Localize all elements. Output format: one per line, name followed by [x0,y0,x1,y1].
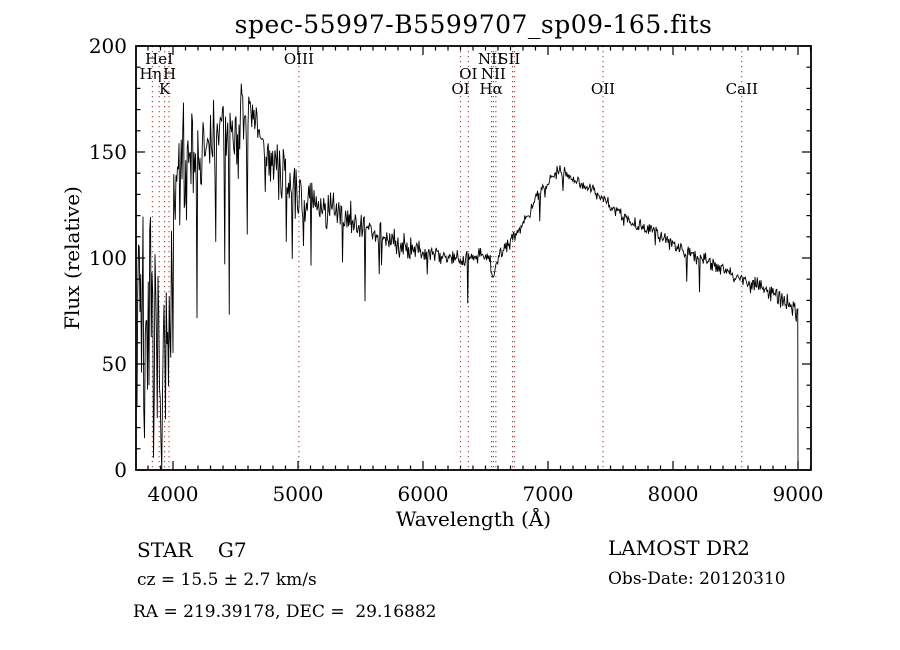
spectral-line-label: NII [478,50,503,68]
annotation-ra-dec: RA = 219.39178, DEC = 29.16882 [133,602,437,622]
annotation-survey: LAMOST DR2 [608,536,750,560]
spectral-line-label: CaII [726,80,758,98]
annotation-star-class: STAR G7 [137,538,247,562]
y-axis-label: Flux (relative) [60,186,84,330]
x-axis-label: Wavelength (Å) [395,507,552,531]
y-tick-label: 0 [114,458,127,482]
annotation-cz: cz = 15.5 ± 2.7 km/s [137,570,317,590]
spectral-line-label: H [163,65,176,83]
y-tick-label: 100 [89,246,127,270]
spectral-line-label: OII [591,80,615,98]
y-tick-label: 200 [89,34,127,58]
spectral-line-label: OI [459,65,477,83]
spectral-line-label: SII [498,50,520,68]
x-tick-label: 7000 [523,482,574,506]
y-tick-label: 50 [102,352,127,376]
spectral-line-label: Hα [480,80,503,98]
spectral-line-label: K [159,80,171,98]
x-tick-label: 4000 [148,482,199,506]
spectral-line-label: NII [481,65,506,83]
annotation-obs-date: Obs-Date: 20120310 [608,569,786,589]
x-tick-label: 8000 [648,482,699,506]
spectral-line-label: HeI [145,50,173,68]
y-tick-label: 150 [89,140,127,164]
spectral-line-label: OI [451,80,469,98]
x-tick-label: 9000 [773,482,824,506]
spectral-line-label: OIII [284,50,314,68]
x-tick-label: 6000 [398,482,449,506]
x-tick-label: 5000 [273,482,324,506]
spectral-line-label: Hη [139,65,161,83]
figure-title: spec-55997-B5599707_sp09-165.fits [234,10,713,39]
spectrum-trace [136,83,799,469]
